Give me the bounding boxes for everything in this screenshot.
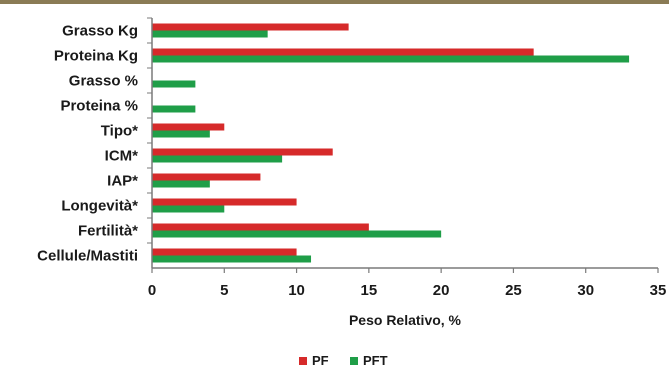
bar-pf [152,148,333,156]
category-label: Grasso Kg [62,23,138,40]
bar-pft [152,180,210,188]
category-label: Tipo* [101,123,138,140]
bar-pf [152,223,369,231]
bar-pf [152,48,534,56]
bar-pf [152,123,225,131]
legend-label-pft: PFT [363,353,388,368]
legend: PF PFT [299,353,388,368]
bar-pft [152,155,283,163]
x-axis-title: Peso Relativo, % [349,312,462,328]
bars-group [152,23,630,263]
x-tick-label: 5 [220,282,228,299]
x-tick-label: 35 [650,282,667,299]
bar-pft [152,255,312,263]
category-label: Cellule/Mastiti [37,248,138,265]
x-tick-label: 25 [505,282,522,299]
x-ticks-group: 0 5 10 15 20 25 30 35 [148,268,667,299]
bar-pft [152,205,225,213]
x-tick-label: 10 [288,282,305,299]
category-label: Proteina % [60,98,138,115]
x-tick-label: 15 [361,282,378,299]
category-label: Proteina Kg [54,48,138,65]
bar-pft [152,80,196,88]
bar-pft [152,130,210,138]
bar-pf [152,198,297,206]
legend-label-pf: PF [312,353,329,368]
bar-pf [152,173,261,181]
bar-pf [152,23,349,31]
category-labels-group: Grasso Kg Proteina Kg Grasso % Proteina % Ti… [37,17,152,265]
category-label: IAP* [107,173,138,190]
x-tick-label: 0 [148,282,156,299]
chart-area-background [0,4,669,378]
bar-pft [152,55,630,63]
category-label: ICM* [105,148,138,165]
category-label: Longevità* [61,198,138,215]
bar-pf [152,248,297,256]
category-label: Grasso % [69,73,138,90]
bar-pft [152,30,268,38]
legend-swatch-pf [299,357,307,365]
bar-pft [152,230,442,238]
top-rule [0,0,669,4]
x-tick-label: 20 [433,282,450,299]
bar-pft [152,105,196,113]
category-label: Fertilità* [78,223,138,240]
legend-swatch-pft [350,357,358,365]
x-tick-label: 30 [577,282,594,299]
